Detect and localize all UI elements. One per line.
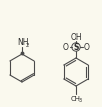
Text: 3: 3 — [79, 97, 82, 103]
Text: CH: CH — [71, 96, 81, 102]
Text: O: O — [63, 42, 68, 51]
Text: S: S — [73, 42, 79, 51]
Text: NH: NH — [17, 37, 29, 47]
Text: 2: 2 — [25, 42, 29, 48]
Text: OH: OH — [70, 33, 82, 42]
Text: O: O — [84, 42, 89, 51]
